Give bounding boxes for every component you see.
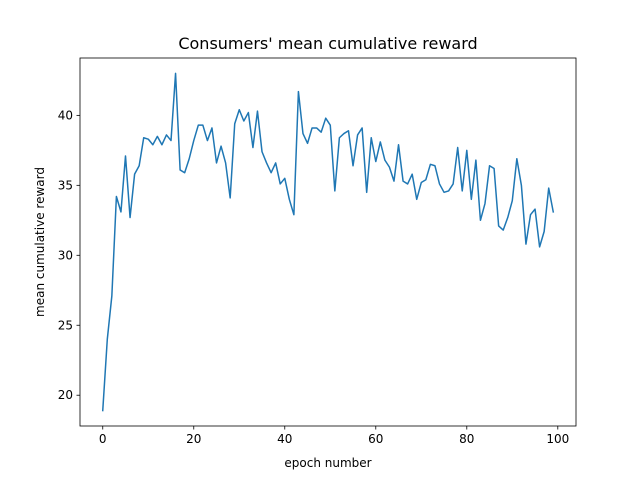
plot-frame [79, 57, 577, 427]
x-tick-label: 80 [459, 432, 474, 446]
x-tick-label: 100 [546, 432, 569, 446]
y-tick-label: 30 [58, 248, 73, 262]
x-axis: 0 20 40 60 80 100 [99, 426, 569, 446]
plot-background [80, 58, 576, 426]
y-tick-label: 25 [58, 318, 73, 332]
y-tick-label: 35 [58, 178, 73, 192]
y-axis-label: mean cumulative reward [33, 167, 47, 317]
chart-title: Consumers' mean cumulative reward [178, 34, 477, 53]
y-tick-label: 20 [58, 388, 73, 402]
x-tick-label: 60 [368, 432, 383, 446]
x-tick-label: 0 [99, 432, 107, 446]
series-line [101, 72, 555, 412]
x-axis-label: epoch number [284, 456, 371, 470]
plot-area [80, 58, 576, 426]
y-axis: 20 25 30 35 40 [58, 108, 80, 402]
y-tick-label: 40 [58, 108, 73, 122]
x-tick-label: 40 [277, 432, 292, 446]
x-tick-label: 20 [186, 432, 201, 446]
